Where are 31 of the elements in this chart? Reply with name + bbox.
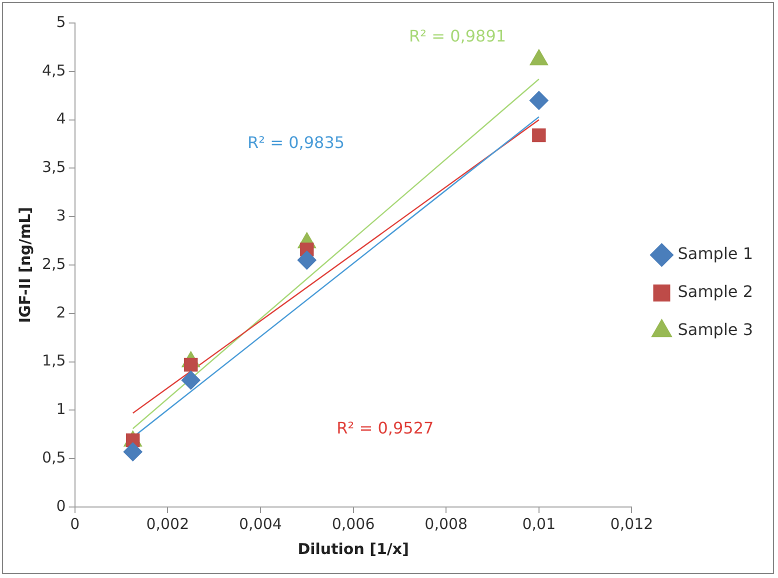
point [297,250,316,270]
y-tick-label: 2,5 [42,254,66,273]
annotation: R² = 0,9527 [336,418,434,438]
x-tick-label: 0,012 [610,514,654,533]
annotation: R² = 0,9891 [408,26,506,46]
x-tick-label: 0,006 [332,514,375,533]
point [529,90,548,110]
y-tick-label: 3,5 [42,158,66,176]
y-tick-label: 0,5 [42,448,66,466]
y-tick-label: 1,5 [42,352,66,370]
point [181,370,200,390]
y-tick-label: 4 [56,110,66,128]
y-tick-label: 1 [56,400,66,418]
legend-label: Sample 1 [678,244,754,264]
y-axis-title: IGF-II [ng/mL] [16,206,34,324]
y-tick-label: 0 [56,496,66,515]
y-tick-label: 2 [56,303,66,322]
y-tick-label: 3 [56,206,66,224]
y-tick-label: 4,5 [42,61,66,80]
x-tick-label: 0,002 [146,514,190,533]
x-axis-title: Dilution [1/x] [298,540,409,558]
annotation: R² = 0,9835 [247,133,345,152]
legend-label: Sample 2 [678,282,754,302]
x-tick-label: 0,008 [424,514,468,533]
x-tick-label: 0,004 [239,514,282,533]
point [123,442,142,462]
x-tick-label: 0,01 [522,514,556,533]
legend-label: Sample 3 [678,320,754,340]
point [532,128,546,142]
y-tick-label: 5 [56,12,66,31]
x-tick-label: 0 [70,514,80,533]
